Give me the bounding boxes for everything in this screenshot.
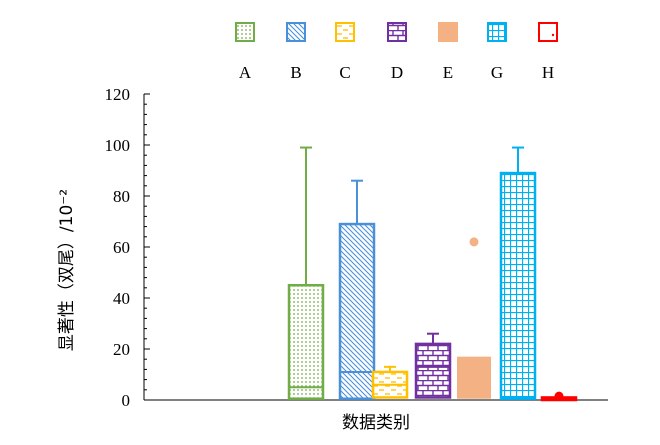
y-tick-label: 60 — [113, 238, 130, 257]
box-body — [287, 284, 325, 400]
legend-swatch-c — [335, 22, 355, 42]
box-d — [414, 332, 452, 399]
box-b — [338, 179, 376, 400]
plot-area — [287, 146, 578, 402]
legend-swatch-e — [438, 22, 458, 42]
box-h — [540, 391, 578, 402]
box-g — [499, 146, 537, 400]
box-e — [457, 237, 491, 399]
box-body — [338, 222, 376, 400]
box-body — [499, 171, 537, 400]
legend-label-c: C — [339, 63, 350, 82]
x-axis-title: 数据类别 — [342, 413, 410, 433]
legend-label-g: G — [491, 63, 503, 82]
y-tick-label: 20 — [113, 340, 130, 359]
outlier-point — [469, 237, 479, 247]
y-tick-label: 0 — [122, 391, 131, 410]
y-tick-label: 120 — [105, 85, 131, 104]
legend-label-e: E — [443, 63, 453, 82]
box-body — [457, 356, 491, 399]
box-c — [371, 365, 409, 399]
legend-label-a: A — [239, 63, 252, 82]
legend-label-h: H — [542, 63, 554, 82]
legend-label-b: B — [290, 63, 301, 82]
outlier-point — [554, 391, 564, 401]
legend-swatch-d — [387, 22, 407, 42]
box-body — [414, 342, 452, 399]
legend-swatch-g — [487, 22, 507, 42]
legend-swatch-a — [235, 22, 255, 42]
box-a — [287, 146, 325, 400]
y-tick-label: 100 — [105, 136, 131, 155]
legend-label-d: D — [391, 63, 403, 82]
legend-swatch-h — [538, 22, 558, 42]
y-tick-label: 40 — [113, 289, 130, 308]
legend-swatch-b — [286, 22, 306, 42]
y-axis-title: 显著性（双尾）/10⁻² — [57, 189, 77, 351]
y-tick-label: 80 — [113, 187, 130, 206]
axes: 0 20 40 60 80 100 120 — [105, 85, 608, 410]
